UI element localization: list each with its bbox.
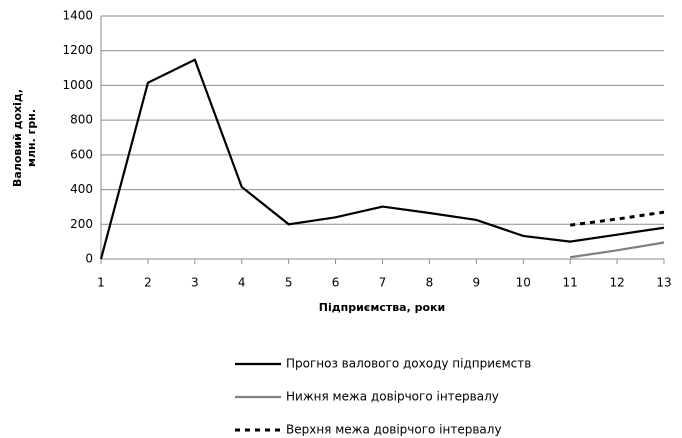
x-tick-label: 3 (191, 276, 199, 290)
x-tick-label: 12 (609, 276, 624, 290)
x-tick-label: 13 (656, 276, 671, 290)
x-tick-label: 5 (285, 276, 293, 290)
line-series (99, 58, 665, 260)
y-tick-label: 800 (70, 113, 93, 127)
x-tick-label: 6 (332, 276, 340, 290)
y-tick-label: 200 (70, 217, 93, 231)
y-tick-label: 1200 (62, 43, 93, 57)
x-tick-label: 1 (97, 276, 105, 290)
y-tick-label: 400 (70, 182, 93, 196)
line-series (570, 241, 665, 259)
x-tick-label: 11 (563, 276, 578, 290)
y-tick-label: 1000 (62, 78, 93, 92)
x-tick-label: 2 (144, 276, 152, 290)
y-tick-label: 600 (70, 147, 93, 161)
y-tick-label: 1400 (62, 9, 93, 23)
x-axis-title: Підприємства, роки (319, 301, 445, 314)
y-axis-title: Валовий дохід, (11, 89, 24, 187)
x-tick-label: 7 (379, 276, 387, 290)
y-axis-title: млн. грн. (25, 109, 38, 167)
line-series (569, 210, 665, 227)
legend-label: Прогноз валового доходу підприємств (286, 357, 531, 371)
x-tick-label: 4 (238, 276, 246, 290)
legend-label: Верхня межа довірчого інтервалу (286, 423, 502, 437)
y-tick-label: 0 (85, 252, 93, 266)
x-tick-label: 9 (473, 276, 481, 290)
x-tick-label: 10 (516, 276, 531, 290)
x-tick-label: 8 (426, 276, 434, 290)
legend-label: Нижня межа довірчого інтервалу (286, 390, 499, 404)
